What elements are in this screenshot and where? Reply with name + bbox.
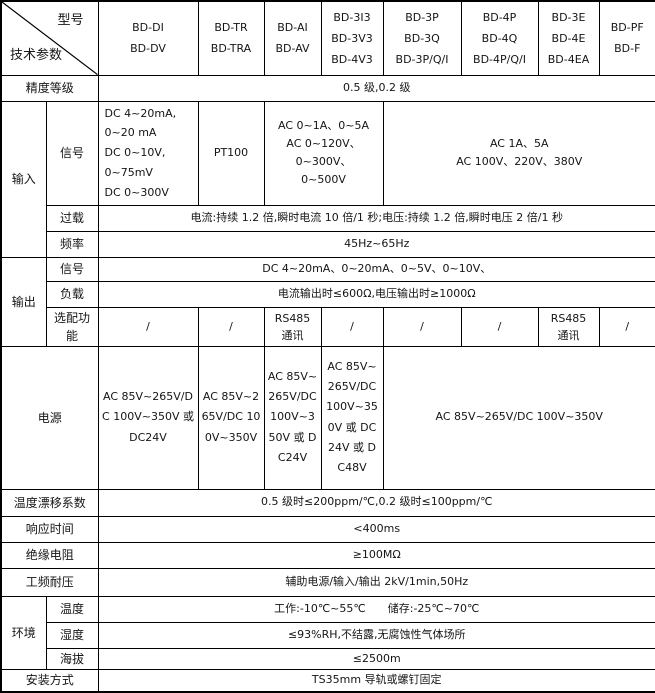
power-cell: AC 85V~265V/DC 100V~350V xyxy=(197,345,265,490)
input-signal-row: 输入 信号 DC 4~20mA, 0~20 mA DC 0~10V, 0~75m… xyxy=(0,100,655,258)
input-signal-dc: DC 4~20mA, 0~20 mA DC 0~10V, 0~75mV DC 0… xyxy=(97,100,199,206)
row-label-env-temperature: 温度 xyxy=(45,595,99,623)
optional-cell: / xyxy=(97,306,199,347)
section-label-environment: 环境 xyxy=(0,595,47,670)
env-altitude-value: ≤2500m xyxy=(97,647,655,670)
section-label-input: 输入 xyxy=(0,100,47,258)
accuracy-value: 0.5 级,0.2 级 xyxy=(97,74,655,102)
corner-model-label: 型号 xyxy=(57,13,84,28)
optional-cell: / xyxy=(598,306,655,347)
optional-cell-rs485: RS485 通讯 xyxy=(537,306,600,347)
section-label-output: 输出 xyxy=(0,256,47,347)
input-signal-ac-fixed: AC 1A、5A AC 100V、220V、380V xyxy=(382,100,655,206)
row-label-temp-drift: 温度漂移系数 xyxy=(0,488,99,517)
corner-cell: 型号 技术参数 xyxy=(0,0,99,76)
row-label-input-signal: 信号 xyxy=(45,100,99,206)
power-row: 电源 AC 85V~265V/DC 100V~350V 或 DC24V AC 8… xyxy=(0,345,655,490)
env-altitude-row: 海拔 ≤2500m xyxy=(1,647,655,670)
accuracy-row: 精度等级 0.5 级,0.2 级 xyxy=(0,74,655,102)
power-cell-wide: AC 85V~265V/DC 100V~350V xyxy=(382,345,655,490)
power-cell: AC 85V~265V/DC 100V~350V 或 DC24V 或 DC48V xyxy=(320,345,384,490)
diagonal-divider-line xyxy=(2,2,98,75)
row-label-power: 电源 xyxy=(0,345,99,490)
input-signal-ac-range: AC 0~1A、0~5A AC 0~120V、0~300V、 0~500V xyxy=(263,100,384,206)
input-signal-pt100: PT100 xyxy=(197,100,265,206)
withstand-row: 工频耐压 辅助电源/输入/输出 2kV/1min,50Hz xyxy=(0,567,655,597)
input-frequency-row: 频率 45Hz~65Hz xyxy=(1,230,655,258)
withstand-value: 辅助电源/输入/输出 2kV/1min,50Hz xyxy=(97,567,655,597)
insulation-row: 绝缘电阻 ≥100MΩ xyxy=(0,541,655,569)
model-header-cell: BD-TR BD-TRA xyxy=(197,0,265,76)
optional-cell: / xyxy=(460,306,539,347)
model-header-cell: BD-PF BD-F xyxy=(598,0,655,76)
input-overload-row: 过载 电流:持续 1.2 倍,瞬时电流 10 倍/1 秒;电压:持续 1.2 倍… xyxy=(1,204,655,232)
model-header-cell: BD-AI BD-AV xyxy=(263,0,322,76)
output-optional-row: 选配功能 / / RS485 通讯 / / / RS485 通讯 / xyxy=(1,306,655,347)
insulation-value: ≥100MΩ xyxy=(97,541,655,569)
response-time-value: <400ms xyxy=(97,515,655,543)
mounting-value: TS35mm 导轨或螺钉固定 xyxy=(97,668,655,693)
model-header-cell: BD-3E BD-4E BD-4EA xyxy=(537,0,600,76)
row-label-load: 负载 xyxy=(45,280,99,308)
power-cell: AC 85V~265V/DC 100V~350V 或 DC24V xyxy=(263,345,322,490)
overload-value: 电流:持续 1.2 倍,瞬时电流 10 倍/1 秒;电压:持续 1.2 倍,瞬时… xyxy=(97,204,655,232)
optional-cell-rs485: RS485 通讯 xyxy=(263,306,322,347)
model-header-cell: BD-DI BD-DV xyxy=(97,0,199,76)
optional-cell: / xyxy=(382,306,462,347)
env-temperature-row: 环境 温度 工作:-10℃~55℃ 储存:-25℃~70℃ xyxy=(0,595,655,670)
optional-cell: / xyxy=(197,306,265,347)
optional-cell: / xyxy=(320,306,384,347)
row-label-mounting: 安装方式 xyxy=(0,668,99,693)
output-load-row: 负载 电流输出时≤600Ω,电压输出时≥1000Ω xyxy=(1,280,655,308)
model-header-cell: BD-4P BD-4Q BD-4P/Q/I xyxy=(460,0,539,76)
mounting-row: 安装方式 TS35mm 导轨或螺钉固定 xyxy=(0,668,655,693)
row-label-withstand: 工频耐压 xyxy=(0,567,99,597)
load-value: 电流输出时≤600Ω,电压输出时≥1000Ω xyxy=(97,280,655,308)
power-cell: AC 85V~265V/DC 100V~350V 或 DC24V xyxy=(97,345,199,490)
frequency-value: 45Hz~65Hz xyxy=(97,230,655,258)
row-label-env-altitude: 海拔 xyxy=(45,647,99,670)
row-label-accuracy: 精度等级 xyxy=(0,74,99,102)
temp-drift-row: 温度漂移系数 0.5 级时≤200ppm/℃,0.2 级时≤100ppm/℃ xyxy=(0,488,655,517)
row-label-frequency: 频率 xyxy=(45,230,99,258)
row-label-output-signal: 信号 xyxy=(45,256,99,282)
header-row: 型号 技术参数 BD-DI BD-DV BD-TR BD-TRA BD-AI B… xyxy=(0,0,655,76)
row-label-env-humidity: 湿度 xyxy=(45,621,99,649)
corner-param-label: 技术参数 xyxy=(10,48,63,64)
response-time-row: 响应时间 <400ms xyxy=(0,515,655,543)
row-label-insulation: 绝缘电阻 xyxy=(0,541,99,569)
model-header-cell: BD-3I3 BD-3V3 BD-4V3 xyxy=(320,0,384,76)
env-humidity-row: 湿度 ≤93%RH,不结露,无腐蚀性气体场所 xyxy=(1,621,655,649)
output-signal-row: 输出 信号 DC 4~20mA、0~20mA、0~5V、0~10V、 xyxy=(0,256,655,347)
row-label-response-time: 响应时间 xyxy=(0,515,99,543)
row-label-overload: 过载 xyxy=(45,204,99,232)
temp-drift-value: 0.5 级时≤200ppm/℃,0.2 级时≤100ppm/℃ xyxy=(97,488,655,517)
env-humidity-value: ≤93%RH,不结露,无腐蚀性气体场所 xyxy=(97,621,655,649)
output-signal-value: DC 4~20mA、0~20mA、0~5V、0~10V、 xyxy=(97,256,655,282)
row-label-optional: 选配功能 xyxy=(45,306,99,347)
env-temperature-value: 工作:-10℃~55℃ 储存:-25℃~70℃ xyxy=(97,595,655,623)
model-header-cell: BD-3P BD-3Q BD-3P/Q/I xyxy=(382,0,462,76)
